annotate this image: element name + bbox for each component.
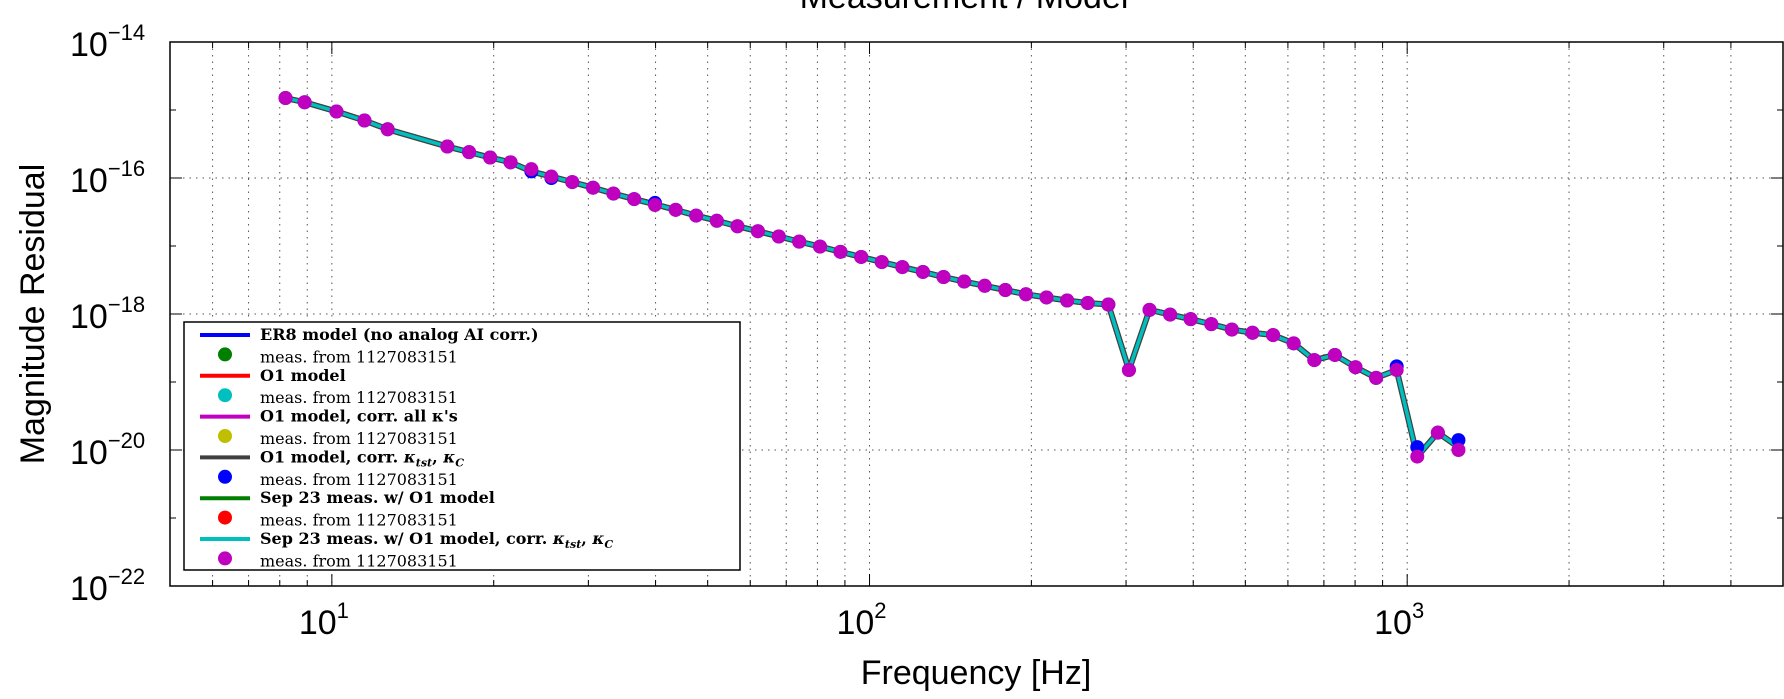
- data-point: [1451, 433, 1466, 448]
- legend-marker-swatch: [218, 510, 232, 525]
- data-point: [1163, 307, 1178, 322]
- data-point: [524, 162, 539, 177]
- legend-marker-swatch: [218, 347, 232, 362]
- legend-marker-swatch: [218, 388, 232, 403]
- data-point: [1286, 336, 1301, 351]
- data-point: [957, 274, 972, 289]
- data-point: [730, 219, 745, 234]
- legend-line-label: O1 model: [260, 366, 346, 385]
- legend-line-label: ER8 model (no analog AI corr.): [260, 325, 539, 344]
- data-point: [668, 202, 683, 217]
- data-point: [565, 175, 580, 190]
- legend-marker-swatch: [218, 469, 232, 484]
- data-point: [278, 91, 293, 106]
- data-point: [689, 208, 704, 223]
- data-point: [1039, 290, 1054, 305]
- y-tick-label: 10−20: [70, 428, 145, 472]
- data-point: [357, 113, 372, 128]
- data-point: [1307, 353, 1322, 368]
- data-point: [1101, 297, 1116, 312]
- x-tick-label: 102: [836, 598, 886, 642]
- legend-marker-swatch: [218, 429, 232, 443]
- x-axis-label: Frequency [Hz]: [861, 654, 1092, 692]
- legend-line-label: O1 model, corr. all κ's: [260, 407, 458, 426]
- data-point: [586, 180, 601, 195]
- data-point: [1224, 322, 1239, 337]
- legend-line-label: Sep 23 meas. w/ O1 model: [260, 488, 495, 507]
- data-point: [750, 224, 765, 239]
- y-axis-label: Magnitude Residual: [14, 164, 52, 465]
- legend-line-label: Sep 23 meas. w/ O1 model, corr. κtst, κC: [260, 529, 613, 551]
- data-point: [854, 249, 869, 264]
- data-point: [606, 186, 621, 201]
- data-point: [1369, 370, 1384, 385]
- data-point: [1266, 328, 1281, 343]
- y-tick-label: 10−18: [70, 292, 145, 336]
- data-point: [1430, 425, 1445, 440]
- legend-box: [183, 321, 741, 571]
- data-point: [503, 155, 518, 170]
- legend: ER8 model (no analog AI corr.) meas. from…: [183, 321, 741, 571]
- chart-title: Measurement / Model: [800, 0, 1129, 16]
- data-point: [977, 278, 992, 293]
- legend-meas-label: meas. from 1127083151: [260, 470, 458, 489]
- data-point: [1410, 449, 1425, 464]
- data-point: [1142, 302, 1157, 317]
- data-point: [1121, 363, 1136, 378]
- data-point: [895, 260, 910, 275]
- y-tick-label: 10−22: [70, 564, 145, 608]
- y-tick-label: 10−16: [70, 156, 145, 200]
- data-point: [1183, 312, 1198, 327]
- data-point: [1389, 363, 1404, 378]
- data-point: [1204, 317, 1219, 332]
- data-point: [462, 145, 477, 160]
- data-point: [483, 150, 498, 165]
- data-point: [936, 270, 951, 285]
- legend-meas-label: meas. from 1127083151: [260, 511, 458, 530]
- data-point: [297, 95, 312, 110]
- axis-ticks: [169, 41, 1784, 587]
- data-point: [833, 244, 848, 259]
- data-point: [813, 239, 828, 254]
- data-point: [915, 264, 930, 279]
- data-point: [709, 213, 724, 228]
- data-point: [1060, 293, 1075, 308]
- legend-meas-label: meas. from 1127083151: [260, 388, 458, 407]
- data-point: [1451, 443, 1466, 457]
- x-tick-label: 101: [299, 598, 349, 642]
- legend-meas-label: meas. from 1127083151: [260, 551, 458, 570]
- data-point: [1018, 287, 1033, 302]
- data-point: [1348, 360, 1363, 375]
- data-point: [380, 122, 395, 137]
- data-point: [792, 234, 807, 249]
- data-point: [1327, 347, 1342, 362]
- data-point: [771, 229, 786, 244]
- series-layer: [278, 91, 1466, 464]
- data-point: [544, 169, 559, 184]
- data-point: [627, 192, 642, 207]
- data-point: [440, 139, 455, 154]
- data-point: [329, 104, 344, 119]
- data-point: [874, 255, 889, 270]
- legend-line-label: O1 model, corr. κtst, κC: [260, 447, 464, 469]
- data-point: [1080, 296, 1095, 311]
- y-tick-label: 10−14: [70, 20, 145, 64]
- data-point: [647, 198, 662, 213]
- legend-meas-label: meas. from 1127083151: [260, 347, 458, 366]
- legend-marker-swatch: [218, 551, 232, 566]
- x-tick-label: 103: [1374, 598, 1424, 642]
- legend-meas-label: meas. from 1127083151: [260, 429, 458, 448]
- data-point: [998, 283, 1013, 298]
- data-point: [1245, 325, 1260, 340]
